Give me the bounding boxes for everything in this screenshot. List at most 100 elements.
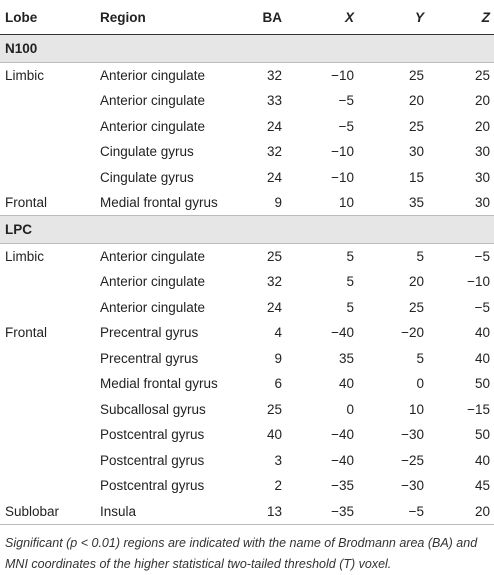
table-row: Anterior cingulate 33 −5 20 20 — [0, 88, 494, 114]
cell-lobe: Frontal — [0, 190, 100, 216]
header-lobe: Lobe — [0, 0, 100, 35]
cell-x: −10 — [282, 139, 354, 165]
cell-x: 10 — [282, 190, 354, 216]
cell-z: 40 — [424, 320, 494, 346]
cell-region: Anterior cingulate — [100, 113, 250, 140]
cell-y: −20 — [354, 320, 424, 346]
cell-ba: 9 — [250, 345, 282, 372]
cell-lobe: Sublobar — [0, 498, 100, 525]
section-title: LPC — [0, 215, 494, 244]
cell-x: −10 — [282, 62, 354, 89]
cell-z: 20 — [424, 498, 494, 525]
cell-y: 15 — [354, 164, 424, 191]
cell-lobe — [0, 473, 100, 499]
cell-x: −5 — [282, 88, 354, 114]
cell-x: −40 — [282, 320, 354, 346]
results-table: Lobe Region BA X Y Z N100 Limbic Anterior … — [0, 0, 494, 525]
cell-z: 50 — [424, 371, 494, 397]
header-y: Y — [354, 0, 424, 35]
cell-y: 30 — [354, 139, 424, 165]
cell-z: 20 — [424, 113, 494, 140]
cell-ba: 6 — [250, 371, 282, 397]
cell-x: 5 — [282, 243, 354, 270]
cell-y: 20 — [354, 269, 424, 295]
cell-lobe — [0, 88, 100, 114]
cell-lobe — [0, 447, 100, 474]
cell-z: 45 — [424, 473, 494, 499]
section-row: N100 — [0, 34, 494, 63]
cell-y: 5 — [354, 243, 424, 270]
cell-lobe — [0, 113, 100, 140]
cell-ba: 25 — [250, 243, 282, 270]
cell-x: 35 — [282, 345, 354, 372]
table-row: Cingulate gyrus 24 −10 15 30 — [0, 164, 494, 191]
cell-y: 20 — [354, 88, 424, 114]
cell-z: 30 — [424, 164, 494, 191]
cell-region: Cingulate gyrus — [100, 139, 250, 165]
cell-lobe — [0, 396, 100, 423]
cell-region: Subcallosal gyrus — [100, 396, 250, 423]
section-title: N100 — [0, 34, 494, 63]
cell-ba: 24 — [250, 294, 282, 321]
cell-y: −30 — [354, 473, 424, 499]
cell-region: Precentral gyrus — [100, 320, 250, 346]
cell-lobe — [0, 139, 100, 165]
cell-lobe: Frontal — [0, 320, 100, 346]
cell-x: −35 — [282, 498, 354, 525]
cell-y: 10 — [354, 396, 424, 423]
cell-ba: 3 — [250, 447, 282, 474]
section-row: LPC — [0, 215, 494, 244]
table-row: Anterior cingulate 24 5 25 −5 — [0, 294, 494, 321]
cell-x: 0 — [282, 396, 354, 423]
cell-z: 40 — [424, 447, 494, 474]
table-row: Cingulate gyrus 32 −10 30 30 — [0, 139, 494, 165]
cell-ba: 24 — [250, 113, 282, 140]
header-region: Region — [100, 0, 250, 35]
cell-region: Anterior cingulate — [100, 294, 250, 321]
cell-region: Medial frontal gyrus — [100, 190, 250, 216]
table-row: Precentral gyrus 9 35 5 40 — [0, 345, 494, 372]
table-row: Anterior cingulate 32 5 20 −10 — [0, 269, 494, 295]
cell-y: 5 — [354, 345, 424, 372]
table-row: Subcallosal gyrus 25 0 10 −15 — [0, 396, 494, 423]
cell-lobe — [0, 294, 100, 321]
cell-x: −40 — [282, 422, 354, 448]
cell-z: −10 — [424, 269, 494, 295]
table-row: Limbic Anterior cingulate 25 5 5 −5 — [0, 243, 494, 270]
cell-ba: 2 — [250, 473, 282, 499]
cell-ba: 25 — [250, 396, 282, 423]
cell-ba: 32 — [250, 139, 282, 165]
cell-ba: 13 — [250, 498, 282, 525]
table-row: Postcentral gyrus 40 −40 −30 50 — [0, 422, 494, 448]
table-row: Postcentral gyrus 2 −35 −30 45 — [0, 473, 494, 499]
cell-y: 25 — [354, 113, 424, 140]
cell-z: 25 — [424, 62, 494, 89]
cell-region: Cingulate gyrus — [100, 164, 250, 191]
cell-y: −5 — [354, 498, 424, 525]
cell-region: Postcentral gyrus — [100, 473, 250, 499]
table-row: Postcentral gyrus 3 −40 −25 40 — [0, 447, 494, 474]
cell-ba: 40 — [250, 422, 282, 448]
cell-ba: 33 — [250, 88, 282, 114]
cell-region: Postcentral gyrus — [100, 447, 250, 474]
cell-region: Anterior cingulate — [100, 62, 250, 89]
cell-x: 5 — [282, 294, 354, 321]
cell-x: −40 — [282, 447, 354, 474]
header-x: X — [282, 0, 354, 35]
header-ba: BA — [250, 0, 282, 35]
header-row: Lobe Region BA X Y Z — [0, 0, 494, 35]
cell-y: 0 — [354, 371, 424, 397]
cell-x: −5 — [282, 113, 354, 140]
cell-x: 40 — [282, 371, 354, 397]
cell-lobe: Limbic — [0, 243, 100, 270]
cell-ba: 32 — [250, 62, 282, 89]
table-row: Frontal Precentral gyrus 4 −40 −20 40 — [0, 320, 494, 346]
cell-z: −5 — [424, 294, 494, 321]
cell-region: Insula — [100, 498, 250, 525]
cell-y: 35 — [354, 190, 424, 216]
cell-ba: 24 — [250, 164, 282, 191]
cell-region: Anterior cingulate — [100, 88, 250, 114]
cell-y: 25 — [354, 62, 424, 89]
table-row: Frontal Medial frontal gyrus 9 10 35 30 — [0, 190, 494, 216]
